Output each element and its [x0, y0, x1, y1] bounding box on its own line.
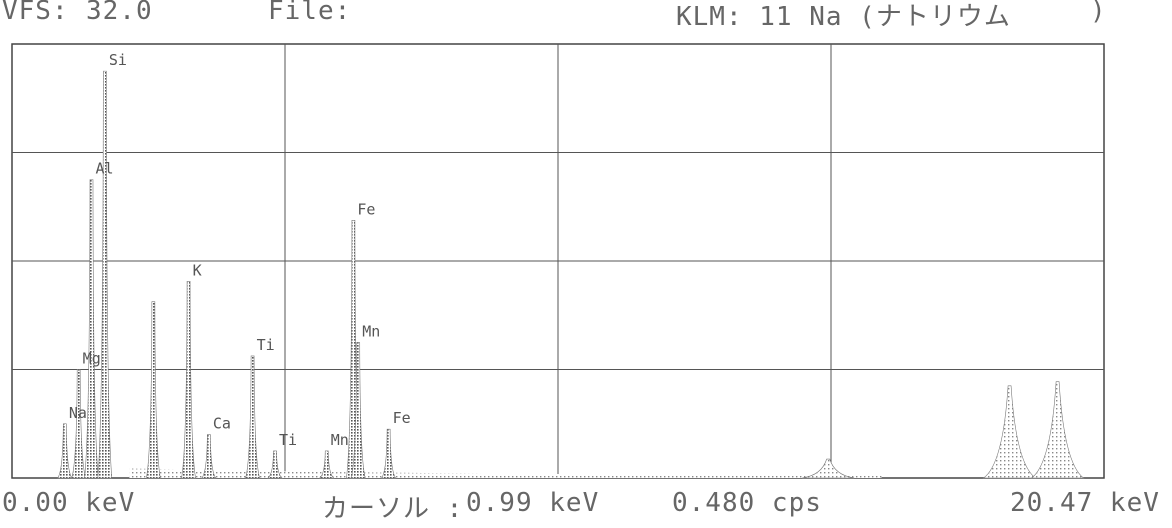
peak-label-mn: Mn [362, 322, 380, 340]
peak-unlabeled [982, 385, 1037, 479]
peak-label-mn: Mn [331, 431, 349, 449]
count-rate: 0.480 cps [672, 488, 822, 518]
peak-label-ti: Ti [257, 336, 275, 354]
peak-si [97, 70, 113, 479]
peak-unlabeled [802, 458, 855, 479]
peak-mn [318, 450, 335, 479]
peak-label-ca: Ca [213, 415, 231, 433]
peak-labels: Na Mg Al Si K Ca Ti Ti Mn Fe Mn Fe [69, 51, 411, 449]
peak-mn [350, 342, 366, 479]
peak-fe [381, 428, 397, 479]
peak-label-mg: Mg [83, 350, 101, 368]
peak-k [181, 281, 196, 479]
vfs-label: VFS: [2, 0, 69, 26]
axis-start-energy: 0.00 keV [2, 488, 136, 518]
cursor-energy: 0.99 keV [466, 488, 600, 518]
peak-label-k: K [193, 261, 202, 279]
peak-label-si: Si [109, 51, 127, 69]
peak-label-fe: Fe [357, 200, 375, 218]
peak-ti [245, 355, 260, 479]
peak-na [57, 423, 73, 479]
peak-mg [71, 369, 87, 479]
continuum-series [129, 468, 882, 478]
cursor-label: カーソル : [322, 494, 464, 524]
klm-element-label: KLM: 11 Na (ナトリウム [676, 2, 1011, 32]
peak-ti [267, 450, 283, 479]
file-label: File: [268, 0, 352, 26]
klm-close-paren: ) [1090, 0, 1107, 26]
vfs-value: 32.0 [86, 0, 153, 26]
peak-ca [201, 434, 217, 479]
peak-label-na: Na [69, 404, 87, 422]
grid [12, 44, 1104, 478]
peak-unlabeled [1030, 381, 1085, 479]
peak-label-ti: Ti [279, 431, 297, 449]
axis-end-energy: 20.47 keV [1010, 488, 1160, 518]
peak-series [57, 70, 1085, 479]
peak-al [84, 179, 99, 479]
peak-label-al: Al [95, 160, 113, 178]
peak-label-fe: Fe [393, 409, 411, 427]
peak-unlabeled [146, 301, 161, 479]
